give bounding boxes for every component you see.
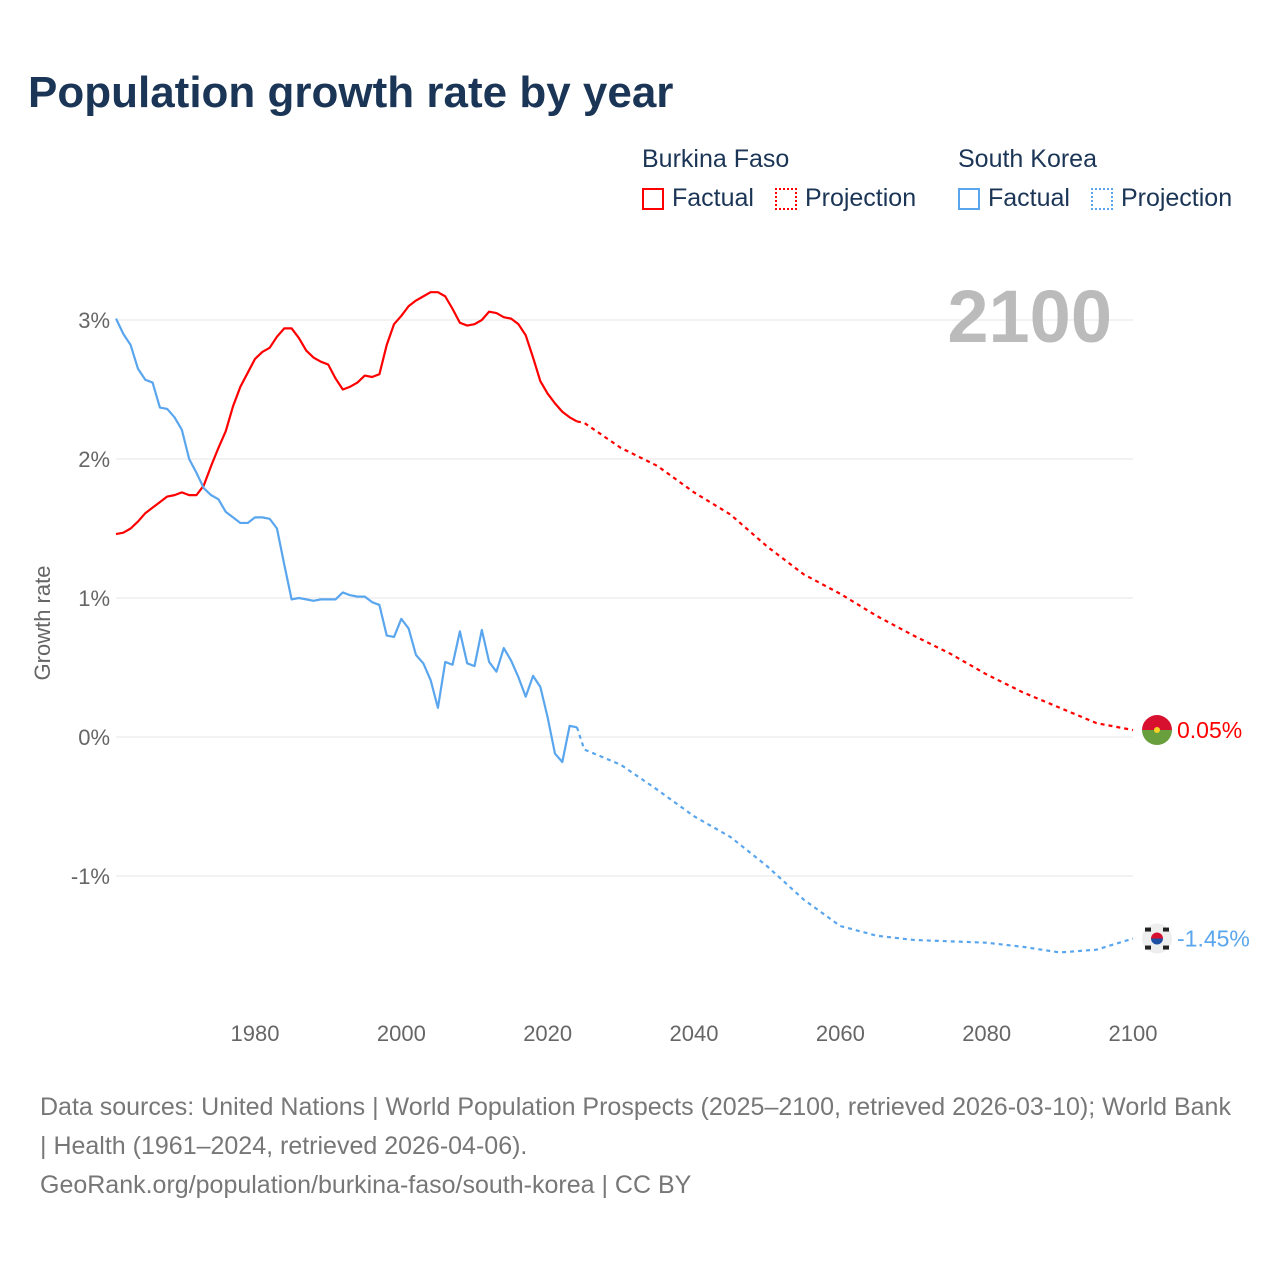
legend-projection[interactable]: Projection [774, 184, 917, 213]
current-year-label: 2100 [947, 275, 1112, 358]
end-value-label: -1.45% [1177, 926, 1250, 952]
x-tick-label: 2000 [377, 1021, 426, 1046]
x-tick-label: 2020 [523, 1021, 572, 1046]
series-factual-line [115, 291, 578, 536]
legend-swatch [642, 187, 664, 210]
data-sources: Data sources: United Nations | World Pop… [40, 1093, 1231, 1160]
chart-title: Population growth rate by year [28, 68, 674, 117]
series-factual-line [115, 318, 578, 764]
south-korea-flag-icon [1142, 923, 1172, 954]
legend-country: South Korea [958, 145, 1097, 173]
legend-swatch [958, 187, 980, 210]
legend-swatch [1090, 187, 1113, 210]
legend-label: Factual [672, 184, 754, 212]
legend-projection[interactable]: Projection [1090, 184, 1233, 213]
legend-factual[interactable]: Factual [958, 184, 1070, 213]
x-tick-label: 2040 [670, 1021, 719, 1046]
legend-label: Factual [988, 184, 1070, 212]
y-tick-label: 0% [78, 725, 110, 750]
legend-burkina-faso: Burkina Faso Factual Projection [642, 145, 930, 217]
x-tick-label: 2060 [816, 1021, 865, 1046]
legend-label: Projection [1120, 184, 1233, 212]
y-axis-label: Growth rate [30, 566, 55, 681]
y-tick-label: 2% [78, 447, 110, 472]
footer: Data sources: United Nations | World Pop… [40, 1088, 1240, 1205]
legend-swatch [774, 187, 797, 210]
y-tick-label: 1% [78, 586, 110, 611]
legend-country: Burkina Faso [642, 145, 790, 173]
x-tick-label: 2080 [962, 1021, 1011, 1046]
end-value-label: 0.05% [1177, 717, 1242, 743]
y-tick-label: -1% [71, 864, 110, 889]
series-projection-line [575, 726, 1134, 954]
legend-south-korea: South Korea Factual Projection [958, 145, 1246, 217]
x-tick-label: 2100 [1109, 1021, 1158, 1046]
x-tick-label: 1980 [231, 1021, 280, 1046]
burkina-faso-flag-icon [1142, 715, 1172, 746]
legend-label: Projection [804, 184, 917, 212]
legend-factual[interactable]: Factual [642, 184, 754, 213]
series-projection-line [576, 420, 1134, 732]
source-link[interactable]: GeoRank.org/population/burkina-faso/sout… [40, 1171, 692, 1199]
y-tick-label: 3% [78, 308, 110, 333]
